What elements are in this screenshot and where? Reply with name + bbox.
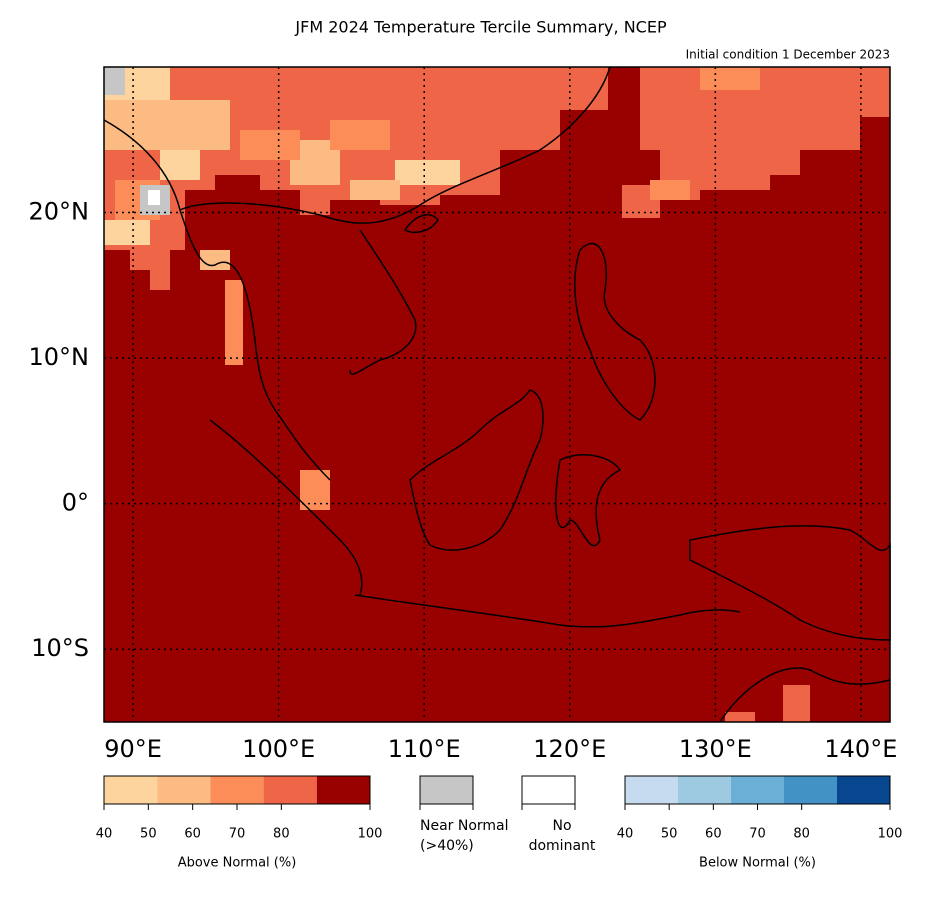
shading	[104, 67, 890, 722]
colorbar-tick-label: 40	[96, 827, 113, 842]
legend-box	[419, 775, 474, 805]
colorbar-segment	[678, 776, 731, 804]
colorbar-label: Above Normal (%)	[178, 856, 297, 871]
legend-box-label: (>40%)	[420, 838, 474, 854]
colorbar-segment	[263, 776, 317, 804]
colorbar-tick-label: 50	[140, 827, 157, 842]
lon-tick-label: 120°E	[533, 735, 606, 763]
colorbar-tick-label: 60	[705, 827, 722, 842]
lon-tick-label: 100°E	[242, 735, 315, 763]
subtitle: Initial condition 1 December 2023	[686, 48, 890, 62]
colorbar-tick-label: 40	[617, 827, 634, 842]
colorbar-tick-label: 80	[793, 827, 810, 842]
map	[103, 66, 891, 723]
colorbar-segment	[316, 776, 370, 804]
colorbar-tick-label: 70	[229, 827, 246, 842]
lon-tick-label: 90°E	[104, 735, 162, 763]
lon-tick-label: 110°E	[388, 735, 461, 763]
legend-box-label: dominant	[529, 838, 596, 854]
colorbar-tick-label: 100	[878, 827, 903, 842]
colorbar-segment	[210, 776, 264, 804]
lat-tick-label: 20°N	[29, 198, 90, 226]
colorbar-segment	[837, 776, 890, 804]
colorbar-segment	[784, 776, 837, 804]
colorbar-segment	[731, 776, 784, 804]
title: JFM 2024 Temperature Tercile Summary, NC…	[294, 18, 667, 37]
colorbar-segment	[157, 776, 211, 804]
colorbar-segment	[104, 776, 158, 804]
colorbar-segment	[625, 776, 678, 804]
lon-tick-label: 130°E	[679, 735, 752, 763]
legend: 40 50 60 70 80 100 Above Normal (%) 40 50 60 70 80 1…	[96, 775, 903, 871]
colorbar-label: Below Normal (%)	[699, 856, 816, 871]
colorbar-tick-label: 80	[273, 827, 290, 842]
lon-tick-label: 140°E	[824, 735, 897, 763]
legend-box	[521, 775, 576, 805]
map-frame	[103, 66, 891, 723]
colorbar-tick-label: 60	[184, 827, 201, 842]
legend-box-label: Near Normal	[420, 818, 509, 834]
colorbar-tick-label: 50	[661, 827, 678, 842]
lat-tick-label: 10°S	[31, 634, 89, 662]
lat-tick-label: 10°N	[29, 343, 90, 371]
colorbar-tick-label: 100	[358, 827, 383, 842]
lat-tick-label: 0°	[62, 489, 89, 517]
legend-box-label: No	[552, 818, 571, 834]
colorbar-tick-label: 70	[749, 827, 766, 842]
